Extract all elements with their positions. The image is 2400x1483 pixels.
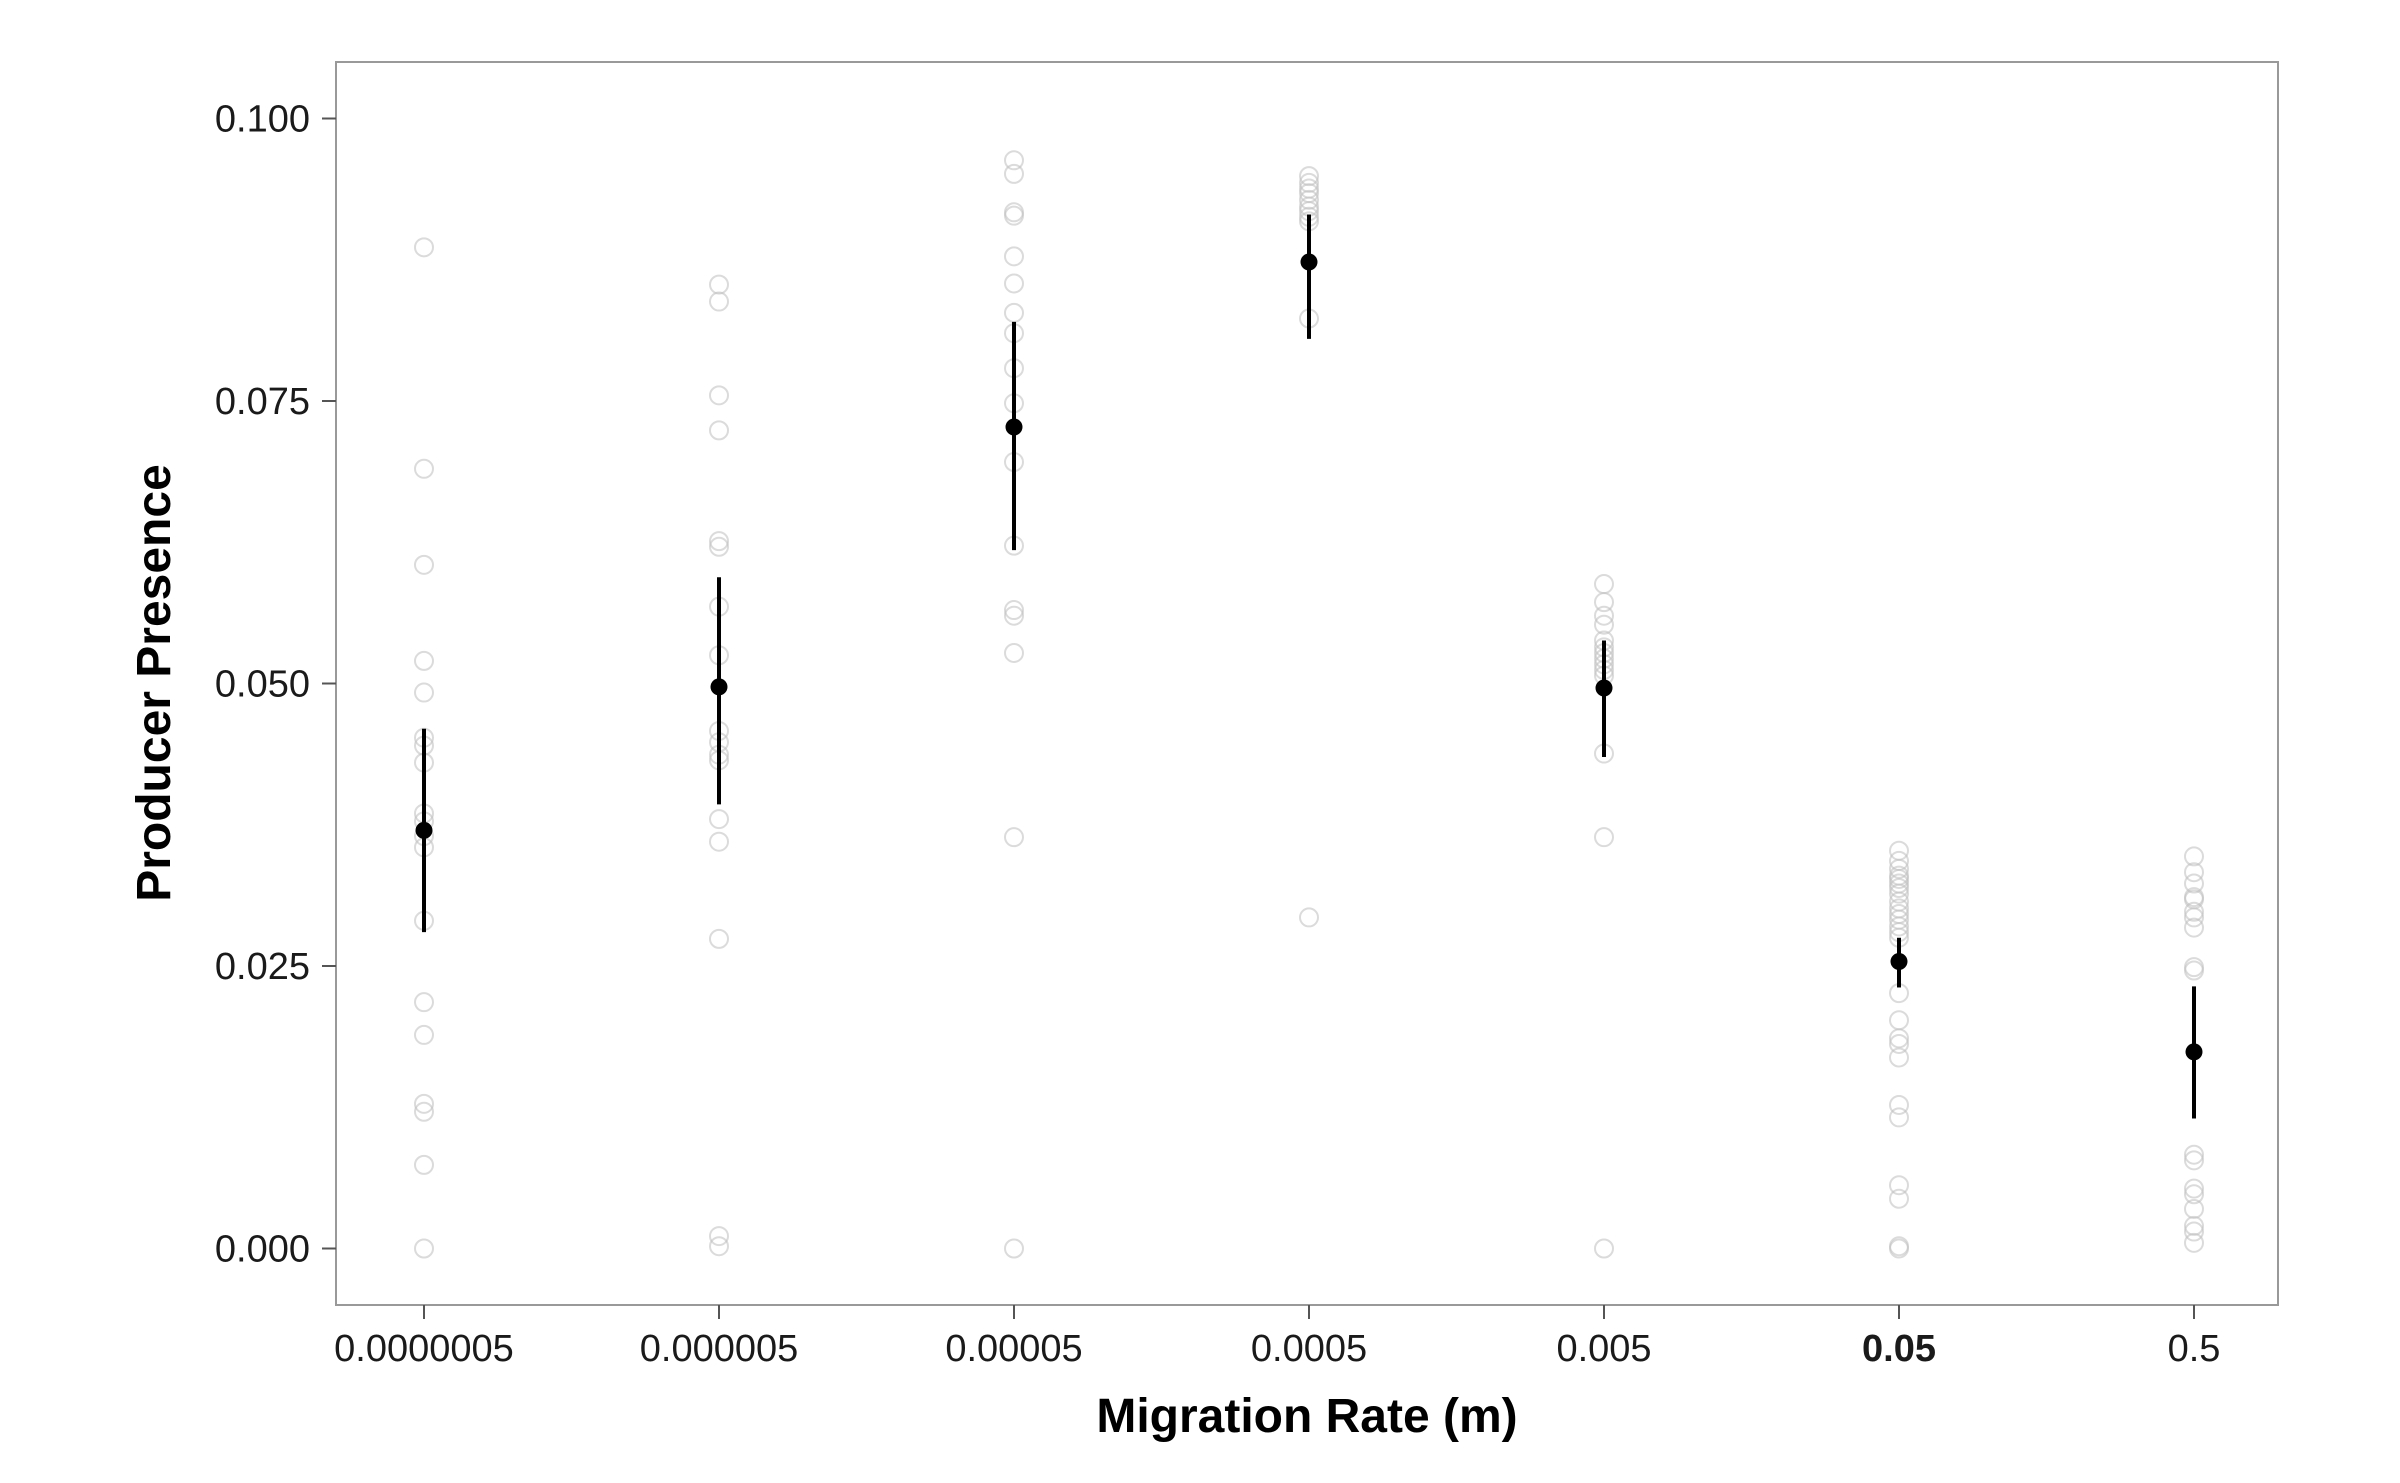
raw-point <box>1004 205 1024 226</box>
y-tick-label: 0.000 <box>215 1229 310 1271</box>
mean-error-layer <box>415 214 2203 1119</box>
raw-point <box>1594 1238 1614 1259</box>
raw-point <box>1004 600 1024 621</box>
raw-point <box>1004 642 1024 663</box>
raw-point <box>1004 150 1024 171</box>
raw-point <box>414 1238 434 1259</box>
raw-point <box>709 1226 729 1247</box>
raw-point <box>414 237 434 258</box>
raw-point <box>709 385 729 406</box>
raw-point <box>2184 960 2204 981</box>
raw-point <box>709 531 729 552</box>
raw-point <box>2184 1221 2204 1242</box>
mean-point <box>1890 952 1908 970</box>
raw-point <box>1594 592 1614 613</box>
raw-point <box>1594 827 1614 848</box>
raw-point <box>709 809 729 830</box>
raw-point <box>414 1101 434 1122</box>
raw-point <box>2184 901 2204 922</box>
raw-point <box>2184 1184 2204 1205</box>
mean-point <box>710 678 728 696</box>
raw-point <box>414 458 434 479</box>
raw-point <box>1889 878 1909 899</box>
raw-point <box>2184 862 2204 883</box>
y-tick-label: 0.075 <box>215 381 310 423</box>
x-tick-label: 0.0005 <box>1251 1328 1367 1370</box>
raw-point <box>709 420 729 441</box>
raw-point <box>1889 883 1909 904</box>
raw-point <box>2184 917 2204 938</box>
raw-point <box>414 1154 434 1175</box>
raw-point <box>1889 1238 1909 1259</box>
raw-point <box>709 928 729 949</box>
raw-point <box>1594 614 1614 635</box>
raw-point <box>414 682 434 703</box>
raw-point <box>1004 273 1024 294</box>
raw-point <box>2184 1232 2204 1253</box>
raw-point <box>2184 873 2204 894</box>
raw-point <box>709 291 729 312</box>
y-axis-title: Producer Presence <box>128 464 181 902</box>
raw-point <box>1299 166 1319 187</box>
mean-point <box>1300 253 1318 271</box>
raw-point <box>1004 163 1024 184</box>
raw-point <box>709 1236 729 1257</box>
raw-point <box>1299 172 1319 193</box>
x-tick-label: 0.005 <box>1556 1328 1651 1370</box>
raw-point <box>1889 868 1909 889</box>
raw-point <box>2184 1198 2204 1219</box>
raw-point <box>1594 605 1614 626</box>
raw-point <box>1004 1238 1024 1259</box>
raw-point <box>1889 1188 1909 1209</box>
axes-layer: 0.000 0.025 0.050 0.075 0.100 0.0000005 0.0000… <box>215 99 2221 1371</box>
x-tick-label: 0.00005 <box>945 1328 1082 1370</box>
raw-point <box>2184 1150 2204 1171</box>
y-tick-label: 0.025 <box>215 946 310 988</box>
raw-point <box>1889 1033 1909 1054</box>
y-tick-label: 0.100 <box>215 99 310 141</box>
raw-point <box>1004 827 1024 848</box>
raw-point <box>1889 858 1909 879</box>
y-tick-label: 0.050 <box>215 664 310 706</box>
raw-point <box>1889 1175 1909 1196</box>
raw-point <box>1889 1107 1909 1128</box>
raw-point <box>1299 189 1319 210</box>
raw-point <box>709 536 729 557</box>
raw-point <box>414 1024 434 1045</box>
mean-point <box>415 821 433 839</box>
raw-point <box>1889 1047 1909 1068</box>
raw-point <box>1889 1028 1909 1049</box>
raw-point <box>1004 302 1024 323</box>
x-tick-label: 0.000005 <box>640 1328 799 1370</box>
raw-point <box>2184 1144 2204 1165</box>
mean-point <box>1595 679 1613 697</box>
mean-point <box>1005 418 1023 436</box>
raw-point <box>709 831 729 852</box>
raw-point <box>2184 907 2204 928</box>
raw-point <box>1889 916 1909 937</box>
raw-point <box>1889 1094 1909 1115</box>
raw-point <box>2184 1215 2204 1236</box>
raw-point <box>414 650 434 671</box>
raw-point <box>414 554 434 575</box>
raw-point <box>414 1093 434 1114</box>
mean-point <box>2185 1043 2203 1061</box>
x-tick-label: 0.5 <box>2168 1328 2221 1370</box>
raw-point <box>414 992 434 1013</box>
x-tick-label: 0.0000005 <box>334 1328 514 1370</box>
raw-point <box>2184 846 2204 867</box>
raw-point <box>2184 1178 2204 1199</box>
raw-point <box>1299 907 1319 928</box>
raw-point <box>1004 605 1024 626</box>
raw-point <box>709 274 729 295</box>
x-axis-title: Migration Rate (m) <box>1096 1390 1517 1443</box>
raw-points-layer <box>414 150 2204 1259</box>
raw-point <box>1004 246 1024 267</box>
x-tick-label: 0.05 <box>1862 1328 1936 1370</box>
